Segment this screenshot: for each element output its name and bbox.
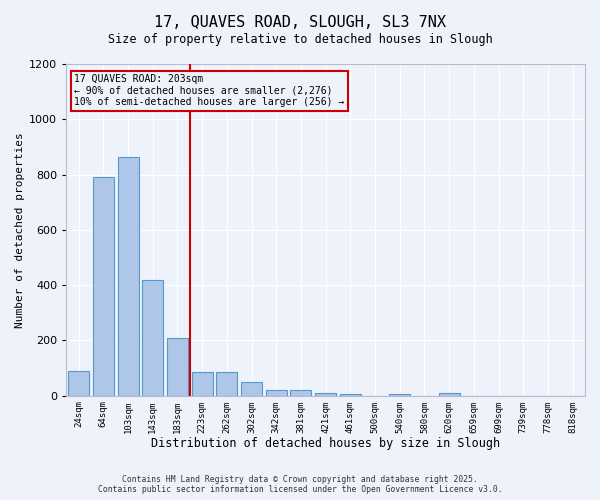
Bar <box>266 390 287 396</box>
Text: 17, QUAVES ROAD, SLOUGH, SL3 7NX: 17, QUAVES ROAD, SLOUGH, SL3 7NX <box>154 15 446 30</box>
Bar <box>315 393 336 396</box>
X-axis label: Distribution of detached houses by size in Slough: Distribution of detached houses by size … <box>151 437 500 450</box>
Bar <box>93 178 114 396</box>
Bar <box>340 394 361 396</box>
Text: 17 QUAVES ROAD: 203sqm
← 90% of detached houses are smaller (2,276)
10% of semi-: 17 QUAVES ROAD: 203sqm ← 90% of detached… <box>74 74 344 107</box>
Y-axis label: Number of detached properties: Number of detached properties <box>15 132 25 328</box>
Bar <box>191 372 212 396</box>
Bar <box>290 390 311 396</box>
Text: Contains HM Land Registry data © Crown copyright and database right 2025.
Contai: Contains HM Land Registry data © Crown c… <box>98 474 502 494</box>
Bar <box>167 338 188 396</box>
Bar <box>118 156 139 396</box>
Bar <box>68 371 89 396</box>
Text: Size of property relative to detached houses in Slough: Size of property relative to detached ho… <box>107 32 493 46</box>
Bar <box>217 372 238 396</box>
Bar <box>142 280 163 396</box>
Bar <box>241 382 262 396</box>
Bar <box>439 393 460 396</box>
Bar <box>389 394 410 396</box>
